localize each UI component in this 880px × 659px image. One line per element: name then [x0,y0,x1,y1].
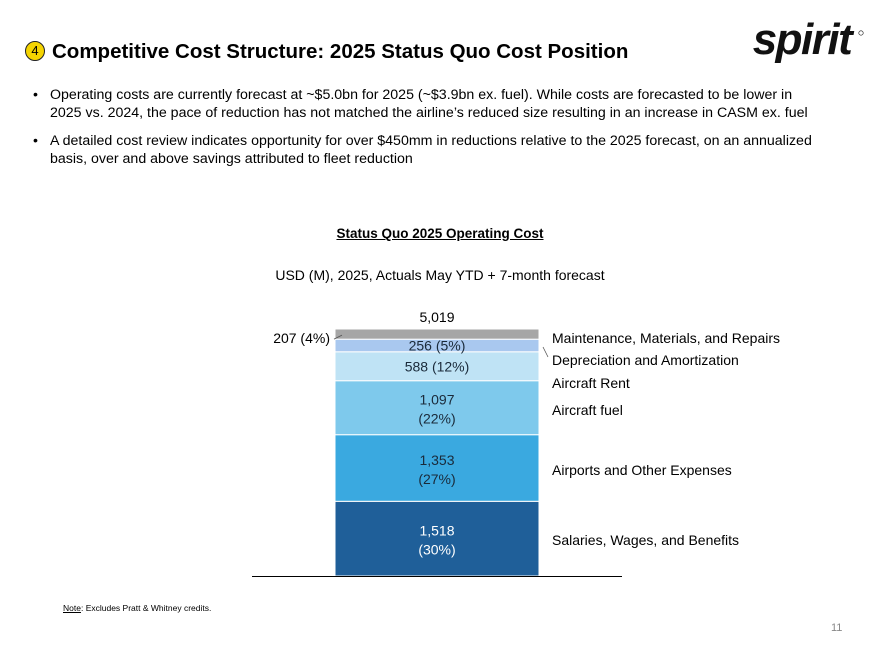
footnote-label: Note [63,603,81,613]
section-number-badge: 4 [25,41,45,61]
segment-value-label: 1,097 [419,392,454,408]
segment-value-label: 1,518 [419,523,454,539]
category-label: Airports and Other Expenses [552,462,732,478]
segment-pct-label: (27%) [418,471,455,487]
bar-segment [334,500,540,577]
bullet-item: Operating costs are currently forecast a… [33,86,823,122]
page-title: Competitive Cost Structure: 2025 Status … [52,40,629,63]
page-number: 11 [831,622,843,634]
category-label: Maintenance, Materials, and Repairs [552,330,780,346]
stacked-bar-chart: 5,019 1,518 (30%) 1,353 (27%) 1,097 (22%) 588 (… [252,309,780,577]
logo-wordmark: spirit [753,15,855,64]
leader-line [542,346,549,358]
category-label: Salaries, Wages, and Benefits [552,532,739,548]
category-label: Depreciation and Amortization [552,352,739,368]
bar-segment [334,434,540,502]
leader-line [333,334,343,340]
segment-value-label: 1,353 [419,452,454,468]
spirit-logo: spirit [753,15,864,64]
segment-pct-label: (30%) [418,542,455,558]
chart-title: Status Quo 2025 Operating Cost [336,226,544,241]
segment-value-label: 256 (5%) [409,337,466,353]
segment-value-label: 588 (12%) [405,358,470,374]
segment-pct-label: (22%) [418,411,455,427]
chart-subtitle: USD (M), 2025, Actuals May YTD + 7-month… [275,267,605,283]
category-label: Aircraft fuel [552,402,623,418]
footnote-text: : Excludes Pratt & Whitney credits. [80,603,212,613]
category-label: Aircraft Rent [552,375,630,391]
segment-value-label: 207 (4%) [273,330,330,346]
bullet-item: A detailed cost review indicates opportu… [33,132,823,168]
bar-segment [334,351,540,382]
bar-segment [334,328,540,340]
total-label: 5,019 [419,309,454,325]
footnote: Note: Excludes Pratt & Whitney credits. [63,603,211,613]
bullet-list: Operating costs are currently forecast a… [33,86,823,178]
